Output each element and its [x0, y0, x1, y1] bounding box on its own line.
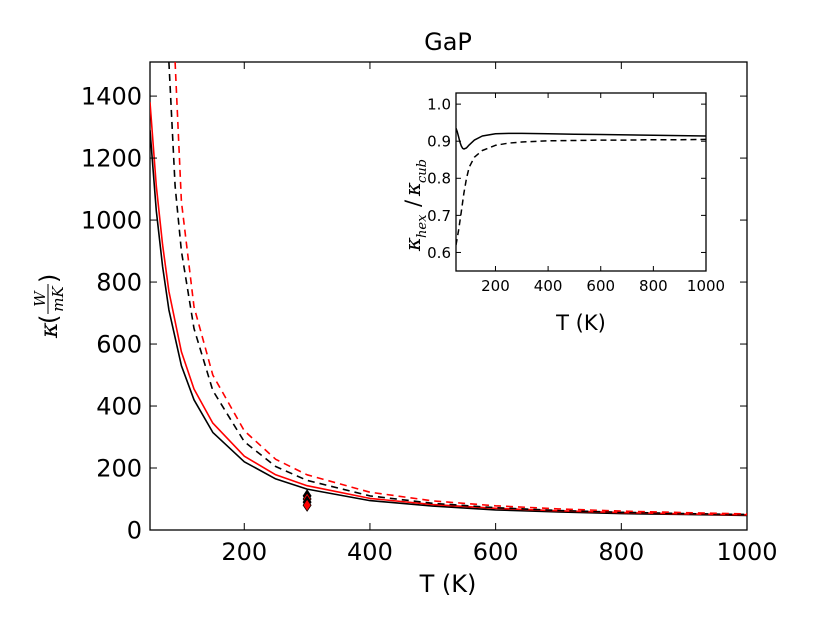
main-series-group — [150, 62, 747, 517]
main-y-label-den: mK — [49, 285, 67, 311]
inset-y-label-kappa2: κ — [401, 182, 425, 197]
y-tick-label: 0.6 — [427, 244, 451, 262]
y-tick-label: 400 — [96, 393, 142, 421]
main-y-label-kappa: κ — [35, 322, 63, 339]
main-y-ticks: 0 200 400 600 800 1000 1200 1400 — [81, 83, 747, 545]
inset-y-label-kappa1: κ — [401, 237, 425, 252]
inset-y-label-sub1: hex — [415, 214, 430, 238]
x-tick-label: 400 — [534, 277, 563, 295]
main-y-axis-label: κ ( W mK ) — [31, 274, 67, 339]
y-tick-label: 0.8 — [427, 170, 451, 188]
y-tick-label: 0.7 — [427, 207, 451, 225]
chart-title: GaP — [424, 28, 472, 56]
inset-y-label-sub2: cub — [415, 159, 430, 183]
main-y-label-num: W — [31, 290, 49, 307]
series-line-1 — [456, 127, 706, 150]
main-markers-group — [302, 489, 312, 512]
inset-chart: 200 400 600 800 1000 0.6 0.7 0.8 0.9 1.0 T (K) κ… — [401, 92, 725, 335]
x-tick-label: 200 — [221, 538, 267, 566]
series-line-1 — [150, 130, 747, 517]
y-tick-label: 0.9 — [427, 133, 451, 151]
series-line-4 — [174, 62, 747, 515]
inset-y-label-slash: / — [401, 199, 425, 207]
y-tick-label: 800 — [96, 269, 142, 297]
y-tick-label: 1400 — [81, 83, 142, 111]
inset-plot-frame — [455, 92, 707, 272]
main-y-label-rparen: ) — [35, 274, 63, 283]
inset-y-ticks: 0.6 0.7 0.8 0.9 1.0 — [427, 96, 706, 262]
y-tick-label: 200 — [96, 455, 142, 483]
y-tick-label: 1.0 — [427, 96, 451, 114]
y-tick-label: 1000 — [81, 207, 142, 235]
x-tick-label: 600 — [586, 277, 615, 295]
x-tick-label: 800 — [598, 538, 644, 566]
inset-series-group — [456, 127, 706, 246]
data-marker — [302, 498, 312, 512]
main-y-label-lparen: ( — [35, 315, 63, 324]
x-tick-label: 1000 — [687, 277, 725, 295]
x-tick-label: 1000 — [716, 538, 777, 566]
main-x-ticks: 200 400 600 800 1000 — [221, 62, 778, 566]
x-tick-label: 400 — [347, 538, 393, 566]
x-tick-label: 600 — [473, 538, 519, 566]
series-line-2 — [456, 138, 706, 246]
x-tick-label: 800 — [639, 277, 668, 295]
series-line-2 — [150, 102, 747, 516]
main-x-axis-label: T (K) — [419, 570, 477, 598]
y-tick-label: 0 — [127, 517, 142, 545]
inset-x-ticks: 200 400 600 800 1000 — [481, 93, 725, 295]
inset-y-axis-label: κ hex / κ cub — [401, 159, 430, 252]
y-tick-label: 600 — [96, 331, 142, 359]
x-tick-label: 200 — [481, 277, 510, 295]
inset-x-axis-label: T (K) — [555, 311, 606, 335]
y-tick-label: 1200 — [81, 145, 142, 173]
